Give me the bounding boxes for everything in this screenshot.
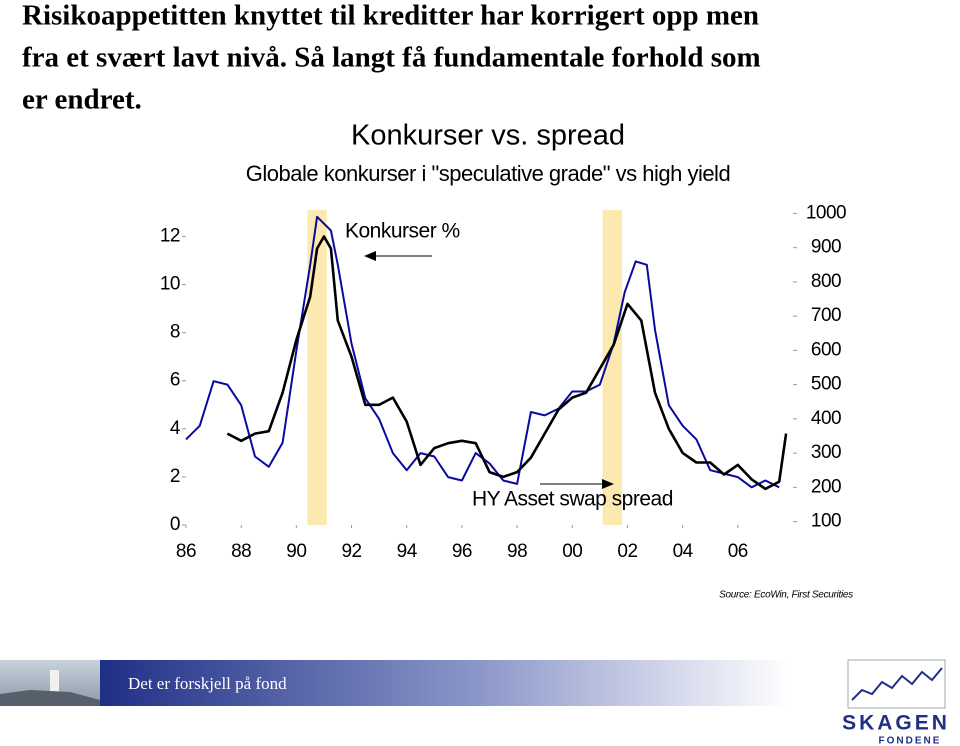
y-tick-label: 12 bbox=[160, 225, 180, 246]
y2-tick-label: 400 bbox=[811, 408, 841, 429]
slide-title: er endret. bbox=[22, 84, 142, 116]
plot: 0246810121002003004005006007008009001000… bbox=[160, 202, 847, 562]
y2-tick-label: 800 bbox=[811, 271, 841, 292]
x-tick-label: 96 bbox=[452, 541, 472, 562]
slide-title: fra et svært lavt nivå. Så langt få fund… bbox=[22, 42, 761, 74]
series-line bbox=[226, 235, 788, 491]
y2-tick-label: 300 bbox=[811, 442, 841, 463]
x-tick-label: 04 bbox=[673, 541, 694, 562]
series-label: HY Asset swap spread bbox=[472, 488, 673, 511]
arrow-head bbox=[364, 251, 376, 261]
chart-subtitle: Globale konkurser i "speculative grade" … bbox=[246, 161, 730, 186]
x-tick-label: 98 bbox=[507, 541, 527, 562]
logo-line bbox=[851, 667, 943, 701]
y2-tick-label: 500 bbox=[811, 374, 841, 395]
slide-title: Risikoappetitten knyttet til kreditter h… bbox=[22, 0, 759, 32]
lighthouse bbox=[50, 670, 59, 700]
footer-bar bbox=[100, 660, 790, 706]
x-tick-label: 92 bbox=[341, 541, 361, 562]
y2-tick-label: 700 bbox=[811, 305, 841, 326]
logo-sub: FONDENE bbox=[879, 736, 942, 746]
y-tick-label: 10 bbox=[160, 274, 180, 295]
y-tick-label: 0 bbox=[170, 514, 180, 535]
x-tick-label: 00 bbox=[562, 541, 582, 562]
x-tick-label: 94 bbox=[397, 541, 418, 562]
y2-tick-label: 200 bbox=[811, 476, 841, 497]
source: Source: EcoWin, First Securities bbox=[719, 590, 853, 601]
x-tick-label: 88 bbox=[231, 541, 251, 562]
footer-slogan: Det er forskjell på fond bbox=[128, 674, 287, 693]
y-tick-label: 2 bbox=[170, 466, 180, 487]
y2-tick-label: 100 bbox=[811, 511, 841, 532]
series-label: Konkurser % bbox=[345, 220, 460, 243]
y-tick-label: 6 bbox=[170, 370, 180, 391]
y-tick-label: 8 bbox=[170, 322, 180, 343]
y2-tick-label: 1000 bbox=[806, 202, 846, 223]
x-tick-label: 90 bbox=[286, 541, 306, 562]
y-tick-label: 4 bbox=[170, 418, 181, 439]
x-tick-label: 06 bbox=[728, 541, 748, 562]
series-line bbox=[185, 215, 780, 489]
shaded-period bbox=[602, 210, 622, 525]
arrow-head bbox=[602, 479, 614, 489]
x-tick-label: 02 bbox=[617, 541, 637, 562]
logo-name: SKAGEN bbox=[842, 712, 950, 735]
rocks bbox=[0, 690, 100, 706]
y2-tick-label: 900 bbox=[811, 237, 841, 258]
x-tick-label: 86 bbox=[176, 541, 196, 562]
y2-tick-label: 600 bbox=[811, 339, 841, 360]
chart-title: Konkurser vs. spread bbox=[351, 120, 625, 152]
